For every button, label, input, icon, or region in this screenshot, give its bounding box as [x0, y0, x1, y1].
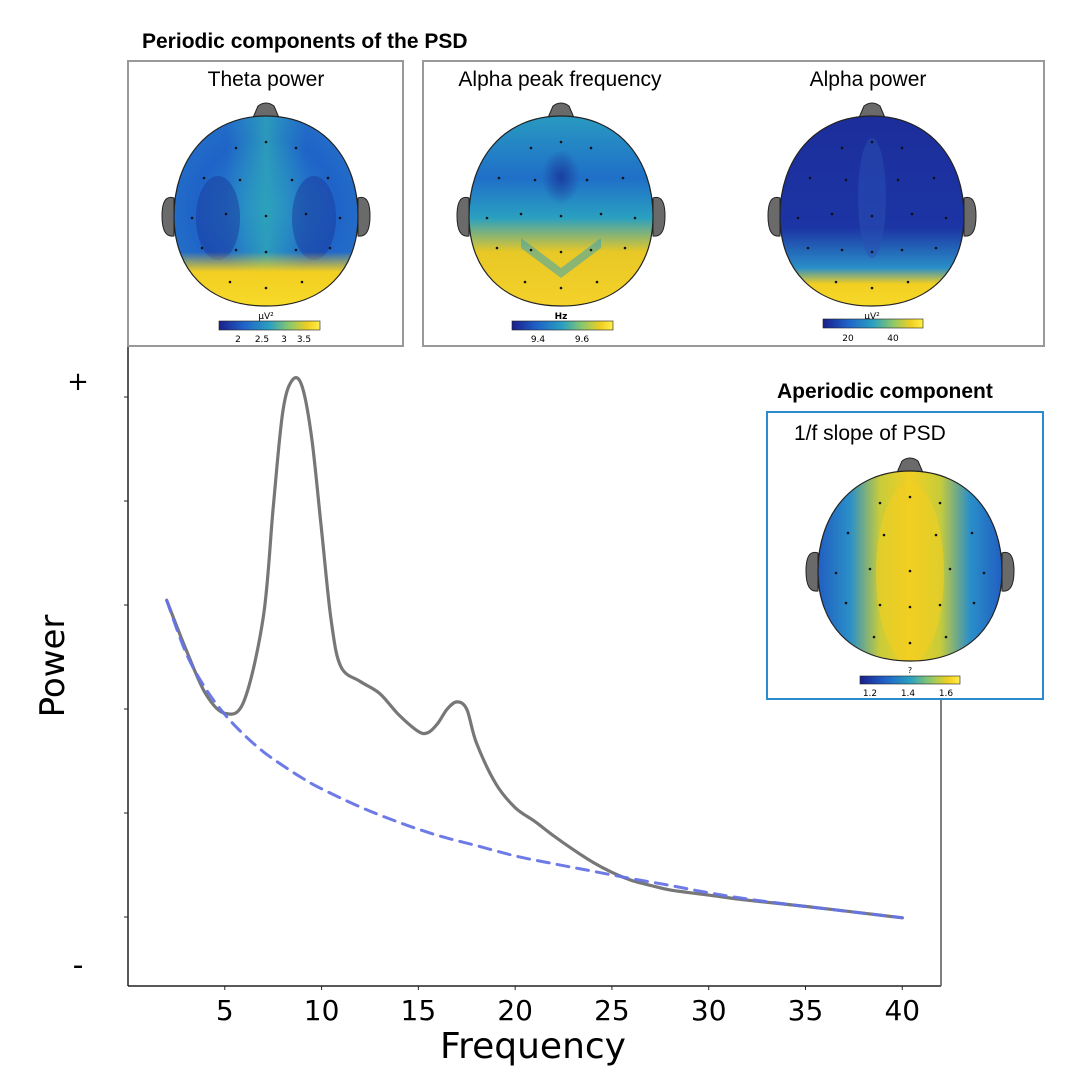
theta-colorbar-ticks: 2 2.5 3 3.5: [235, 335, 311, 345]
aperiodic-topomap: [805, 457, 1015, 662]
y-ticks: [124, 396, 128, 918]
alpha-peak-colorbar: [511, 320, 614, 331]
alpha-power-topomap: [767, 102, 977, 307]
aperiodic-map-title: 1/f slope of PSD: [794, 422, 946, 445]
theta-tick: 3.5: [297, 335, 311, 345]
aperiodic-colorbar-ticks: 1.2 1.4 1.6: [863, 689, 954, 699]
series-layer: [165, 376, 904, 920]
aperiodic-colorbar-unit: ?: [908, 666, 912, 675]
theta-colorbar-unit: μV²: [258, 312, 274, 322]
alpha-peak-colorbar-unit: Hz: [555, 312, 568, 322]
theta-tick: 3: [281, 335, 287, 345]
psd-line: [165, 376, 904, 920]
periodic-panel-title: Periodic components of the PSD: [142, 30, 468, 53]
x-tick-label: 5: [216, 994, 234, 1027]
aperiodic-colorbar: [859, 675, 961, 685]
alpha-peak-map-title: Alpha peak frequency: [458, 68, 662, 91]
y-minus-label: -: [73, 948, 84, 983]
alpha-peak-colorbar-ticks: 9.4 9.6: [531, 335, 590, 345]
y-plus-label: +: [67, 367, 89, 397]
alpha-peak-tick: 9.4: [531, 335, 546, 345]
alpha-power-colorbar: [822, 318, 924, 329]
aperiodic-tick: 1.6: [939, 689, 954, 699]
alpha-power-colorbar-ticks: 20 40: [842, 334, 899, 344]
x-tick-label: 15: [401, 994, 437, 1027]
x-axis-label: Frequency: [440, 1026, 626, 1067]
x-tick-label: 30: [691, 994, 727, 1027]
x-tick-label: 25: [594, 994, 630, 1027]
alpha-power-tick: 20: [842, 334, 854, 344]
x-ticks: 5 10 15 20 25 30 35 40: [216, 986, 920, 1027]
plot-area: 5 10 15 20 25 30 35 40: [124, 347, 942, 1027]
alpha-power-map-title: Alpha power: [810, 68, 927, 91]
theta-tick: 2.5: [255, 335, 269, 345]
aperiodic-tick: 1.2: [863, 689, 877, 699]
x-tick-label: 10: [304, 994, 340, 1027]
aperiodic-panel-title: Aperiodic component: [777, 380, 993, 403]
x-tick-label: 40: [884, 994, 920, 1027]
alpha-power-tick: 40: [887, 334, 899, 344]
theta-topomap: [161, 102, 371, 307]
theta-map-title: Theta power: [208, 68, 325, 91]
aperiodic-tick: 1.4: [901, 689, 916, 699]
theta-colorbar: [218, 320, 321, 331]
alpha-peak-tick: 9.6: [575, 335, 590, 345]
alpha-power-colorbar-unit: μV²: [864, 312, 880, 322]
theta-tick: 2: [235, 335, 241, 345]
x-tick-label: 20: [497, 994, 533, 1027]
y-axis-label: Power: [33, 615, 73, 718]
x-tick-label: 35: [788, 994, 824, 1027]
alpha-peak-topomap: [456, 102, 666, 307]
